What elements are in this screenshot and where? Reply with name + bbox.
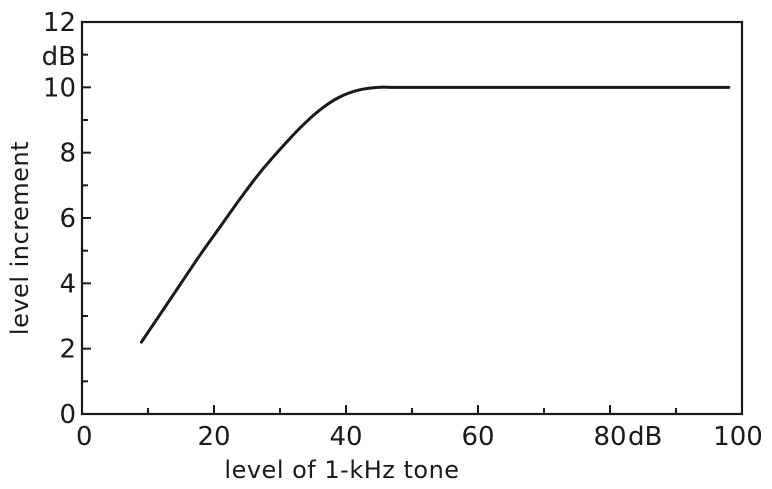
y-axis-tick-labels: 0 2 4 6 8 10 12 xyxy=(43,8,76,430)
y-axis-ticks xyxy=(82,21,91,415)
x-tick-label: 0 xyxy=(76,422,93,452)
y-axis-title: level increment xyxy=(6,141,34,335)
y-tick-label: 4 xyxy=(59,269,76,299)
y-tick-label: 10 xyxy=(43,73,76,103)
plot-frame xyxy=(80,20,744,416)
y-tick-label: 8 xyxy=(59,139,76,169)
x-tick-label: 40 xyxy=(329,422,362,452)
x-tick-label: 100 xyxy=(713,422,763,452)
level-increment-curve xyxy=(139,85,731,344)
x-tick-label: 60 xyxy=(461,422,494,452)
y-tick-label: 0 xyxy=(59,400,76,430)
x-axis-tick-labels: 0 20 40 60 80 100 xyxy=(76,422,763,452)
y-tick-label: 6 xyxy=(59,204,76,234)
x-axis-unit-label: dB xyxy=(628,422,662,452)
x-tick-label: 80 xyxy=(593,422,626,452)
x-axis-ticks xyxy=(81,405,743,414)
y-axis-unit-label: dB xyxy=(42,42,76,72)
y-tick-label: 12 xyxy=(43,8,76,38)
y-tick-label: 2 xyxy=(59,335,76,365)
x-tick-label: 20 xyxy=(197,422,230,452)
x-axis-title: level of 1-kHz tone xyxy=(224,456,459,484)
